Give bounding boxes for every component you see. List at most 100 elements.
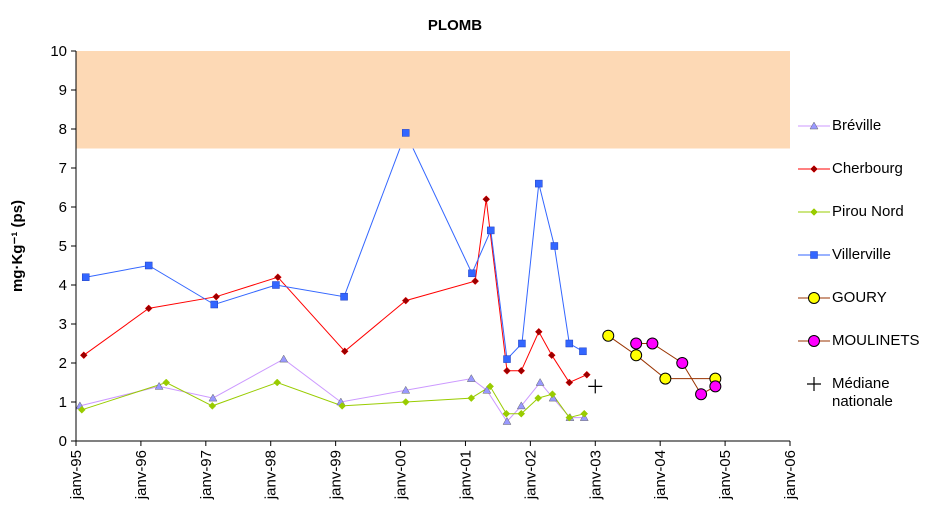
legend-icon: [798, 208, 830, 216]
marker: [810, 208, 818, 216]
marker: [548, 393, 558, 402]
marker: [81, 273, 90, 281]
x-tick-label: janv-97: [198, 450, 215, 500]
marker: [154, 381, 164, 390]
marker: [401, 398, 410, 406]
marker: [630, 337, 643, 350]
x-tick-label: janv-95: [68, 450, 85, 500]
marker: [810, 165, 818, 173]
legend-entry: MOULINETS: [796, 327, 946, 370]
marker: [471, 277, 480, 285]
marker: [808, 292, 820, 304]
legend-icon: [798, 251, 830, 259]
x-tick-label: janv-03: [587, 450, 604, 500]
legend-icon: [798, 335, 830, 347]
y-tick-label: 8: [59, 121, 67, 138]
marker: [502, 416, 512, 425]
marker: [565, 413, 574, 422]
y-tick-label: 2: [59, 355, 67, 372]
y-tick-label: 9: [59, 82, 67, 99]
marker: [808, 335, 820, 347]
chart-title: PLOMB: [428, 17, 482, 34]
marker: [486, 382, 494, 391]
marker: [517, 409, 526, 418]
marker: [482, 385, 492, 394]
legend-label: Bréville: [832, 117, 882, 134]
x-tick-label: janv-02: [522, 450, 539, 500]
marker: [676, 357, 689, 369]
marker: [208, 402, 217, 410]
marker: [548, 390, 557, 399]
marker: [503, 355, 511, 363]
marker: [482, 195, 491, 204]
marker: [272, 281, 280, 289]
x-tick-label: janv-99: [328, 450, 345, 500]
marker: [810, 251, 818, 259]
marker: [550, 242, 559, 250]
marker: [535, 377, 545, 386]
threshold-band: [76, 51, 790, 149]
legend-entry: Bréville: [796, 112, 946, 155]
marker: [401, 129, 410, 137]
series-line: [607, 335, 716, 380]
marker: [516, 401, 526, 410]
marker: [279, 354, 289, 363]
marker: [695, 388, 708, 401]
marker: [502, 409, 511, 418]
legend-icon: [798, 165, 830, 173]
x-tick-label: janv-96: [133, 450, 150, 500]
legend-label: Cherbourg: [832, 160, 903, 177]
marker: [646, 337, 659, 350]
marker: [340, 347, 349, 356]
y-axis-label: mg·Kg⁻¹ (ps): [9, 200, 26, 292]
legend: Bréville Cherbourg Pirou Nord Villerville GO…: [796, 112, 946, 413]
x-tick-label: janv-05: [717, 450, 734, 500]
marker: [212, 292, 221, 301]
marker: [466, 374, 476, 382]
y-tick-label: 10: [50, 43, 67, 60]
x-tick-label: janv-04: [652, 450, 669, 500]
y-tick-label: 3: [59, 316, 67, 333]
legend-entry: Villerville: [796, 241, 946, 284]
marker: [338, 402, 346, 410]
y-tick-label: 1: [59, 394, 67, 411]
marker: [340, 292, 348, 301]
marker: [503, 366, 511, 375]
series-line: [636, 343, 716, 395]
y-tick-label: 4: [59, 277, 67, 294]
marker: [144, 304, 153, 313]
marker: [401, 385, 411, 394]
marker: [565, 378, 574, 387]
marker: [565, 339, 574, 348]
legend-label: Pirou Nord: [832, 203, 904, 220]
marker: [273, 378, 282, 387]
y-tick-label: 5: [59, 238, 67, 255]
legend-entry: Cherbourg: [796, 155, 946, 198]
marker: [210, 300, 219, 309]
marker: [77, 405, 86, 414]
marker: [517, 366, 526, 375]
x-tick-label: janv-06: [782, 450, 799, 500]
marker: [274, 273, 282, 282]
marker: [467, 394, 476, 402]
x-tick-label: janv-98: [263, 450, 280, 500]
x-tick-label: janv-00: [393, 450, 410, 500]
y-tick-label: 0: [59, 433, 67, 450]
legend-entry: GOURY: [796, 284, 946, 327]
marker: [534, 394, 543, 402]
legend-entry: Médiane nationale: [796, 370, 946, 413]
marker: [809, 121, 819, 130]
marker: [580, 409, 589, 418]
marker: [79, 351, 88, 360]
legend-label: Médiane nationale: [832, 375, 893, 410]
y-tick-label: 6: [59, 199, 67, 216]
marker: [579, 347, 587, 356]
marker: [401, 296, 410, 305]
legend-icon: [807, 377, 821, 391]
marker: [659, 372, 672, 385]
marker: [709, 380, 722, 393]
legend-icon: [798, 292, 830, 304]
marker: [144, 261, 153, 270]
